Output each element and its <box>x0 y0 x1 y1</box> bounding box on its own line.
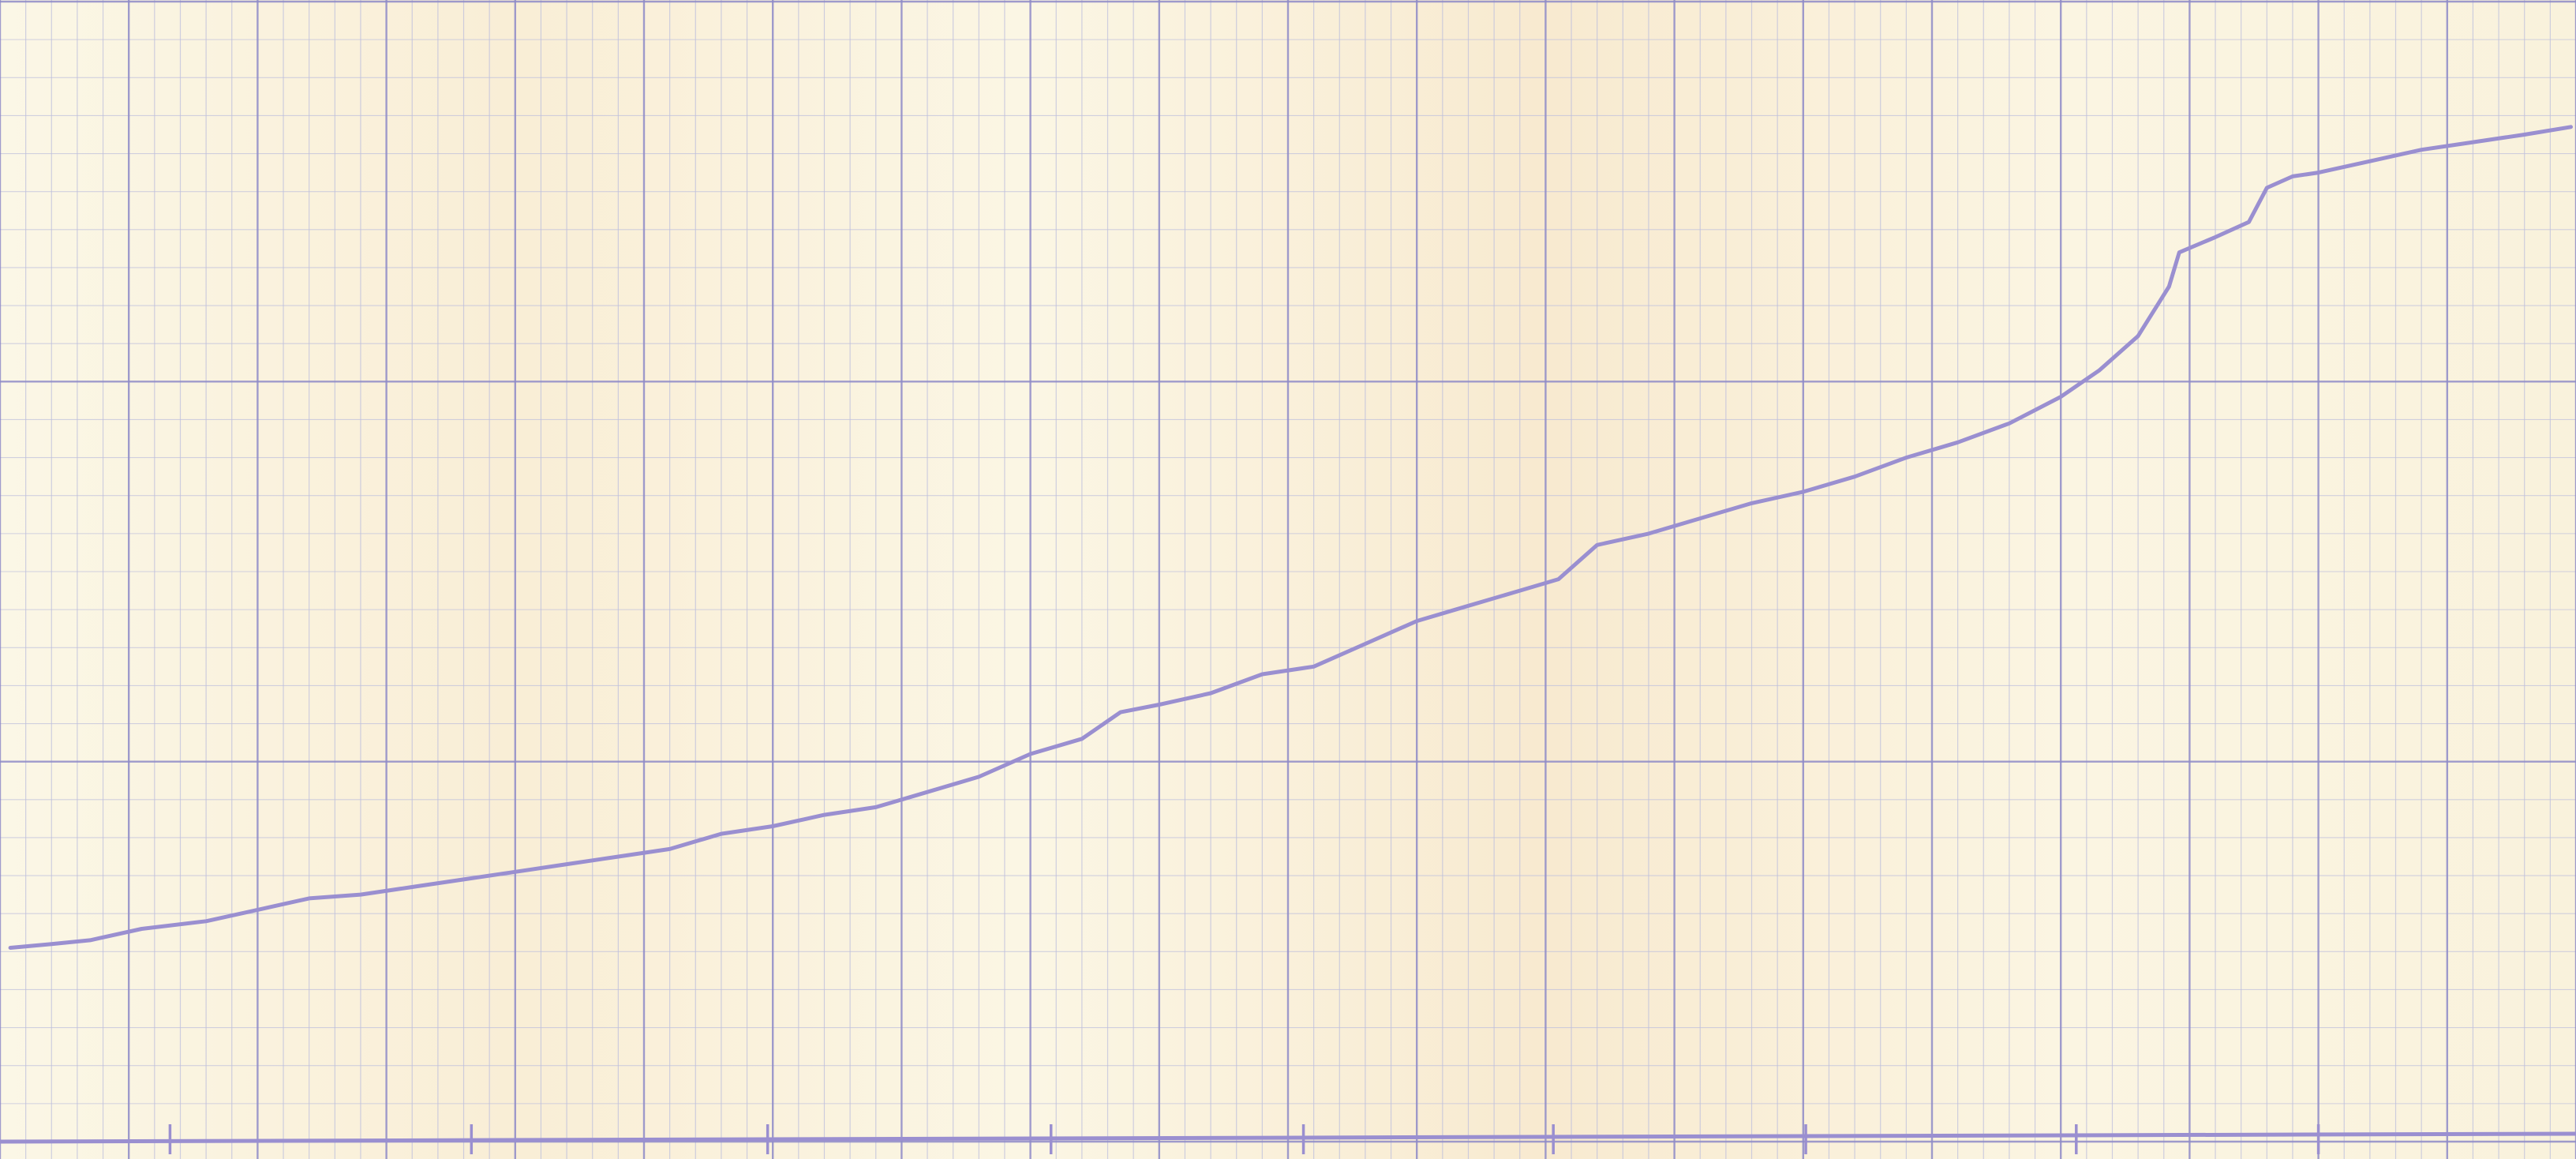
trace-series <box>8 125 2573 950</box>
trace-line <box>8 125 2573 950</box>
baseline-line <box>0 1131 2576 1144</box>
baseline <box>0 1124 2576 1154</box>
